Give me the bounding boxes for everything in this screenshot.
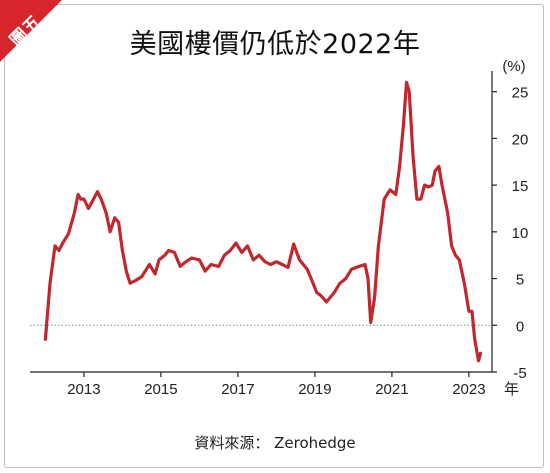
corner-badge: [0, 0, 62, 62]
chart-title: 美國樓價仍低於2022年: [129, 29, 421, 60]
y-tick-label: 5: [516, 272, 524, 289]
x-tick-label: 2021: [375, 381, 408, 398]
y-tick-label: 10: [512, 225, 529, 242]
x-tick-label: 2023: [452, 381, 485, 398]
y-tick-label: 20: [512, 131, 529, 148]
chart-frame: [4, 4, 544, 468]
y-tick-label: 0: [516, 318, 524, 335]
x-tick-label: 2013: [67, 381, 100, 398]
x-tick-label: 2015: [144, 381, 177, 398]
y-tick-label: 15: [512, 178, 529, 195]
x-tick-label: 2019: [298, 381, 331, 398]
series-line-house-price: [43, 80, 483, 363]
y-tick-label: -5: [513, 365, 526, 382]
y-axis-unit-label: (%): [502, 58, 525, 75]
y-tick-label: 25: [512, 85, 529, 102]
x-tick-label: 2017: [221, 381, 254, 398]
x-axis-unit-label: 年: [504, 381, 519, 398]
source-note: 資料來源： Zerohedge: [194, 434, 356, 452]
